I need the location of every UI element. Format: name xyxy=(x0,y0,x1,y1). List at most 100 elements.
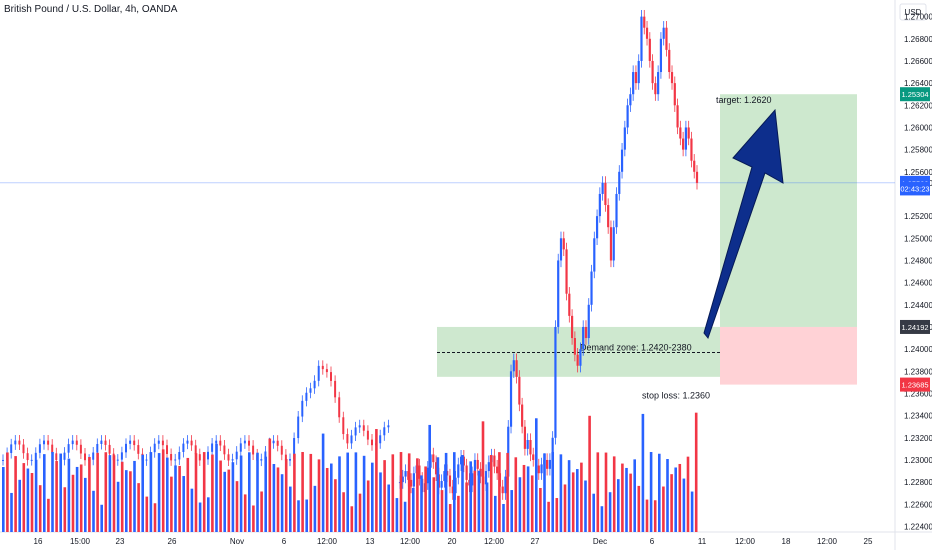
candle-body xyxy=(679,127,682,139)
candle-body xyxy=(190,440,193,446)
candle-body xyxy=(509,371,513,427)
volume-bar xyxy=(551,452,554,532)
candle-body xyxy=(18,440,21,445)
candle-body xyxy=(252,445,255,455)
volume-bar xyxy=(465,482,468,532)
volume-bar xyxy=(567,460,571,532)
volume-bar xyxy=(666,459,669,532)
candle-body xyxy=(243,440,246,444)
y-tick-label: 1.26800 xyxy=(904,35,932,44)
y-tick-label: 1.23200 xyxy=(904,434,932,443)
volume-bar xyxy=(301,452,304,532)
candle-body xyxy=(379,435,382,444)
x-tick-label: 27 xyxy=(531,537,540,546)
candle-body xyxy=(640,16,643,61)
candle-body xyxy=(557,260,560,327)
x-tick-label: Dec xyxy=(593,537,607,546)
volume-bar xyxy=(198,502,202,532)
price-tag xyxy=(900,319,930,334)
candle-body xyxy=(120,452,123,460)
volume-bar xyxy=(436,457,440,532)
candle-body xyxy=(637,60,640,84)
volume-bar xyxy=(284,458,288,532)
volume-bar xyxy=(604,452,608,532)
x-tick-label: Nov xyxy=(230,537,244,546)
volume-bar xyxy=(416,458,419,532)
volume-bar xyxy=(227,469,231,532)
volume-bar xyxy=(518,477,522,532)
volume-bar xyxy=(10,492,13,532)
candle-body xyxy=(676,105,679,128)
candle-body xyxy=(496,466,499,474)
candle-body xyxy=(330,372,332,381)
candle-body xyxy=(651,60,654,84)
volume-bar xyxy=(161,449,165,532)
candle-body xyxy=(289,459,291,461)
candle-body xyxy=(629,94,632,106)
price-tag-label: 02:43:23 xyxy=(900,184,929,193)
candle-body xyxy=(272,440,275,444)
volume-bar xyxy=(424,466,427,532)
candle-body xyxy=(231,459,234,461)
candle-body xyxy=(383,427,386,436)
candle-body xyxy=(573,338,576,355)
candle-body xyxy=(342,417,345,435)
volume-bar xyxy=(211,454,214,532)
candle-body xyxy=(137,445,140,454)
volume-bar xyxy=(502,503,505,532)
stop-zone xyxy=(720,326,857,385)
candle-body xyxy=(362,425,365,431)
volume-bar xyxy=(571,472,575,532)
candle-body xyxy=(448,475,452,487)
candle-body xyxy=(157,440,160,444)
candle-body xyxy=(690,138,693,161)
volume-bar xyxy=(252,505,255,532)
volume-bar xyxy=(539,487,542,532)
y-tick-label: 1.25600 xyxy=(904,168,932,177)
x-tick-label: 26 xyxy=(168,537,177,546)
price-tag xyxy=(900,87,930,102)
candle-body xyxy=(693,160,696,172)
volume-bar xyxy=(178,465,181,532)
y-tick-label: 1.24000 xyxy=(904,345,932,354)
candle-body xyxy=(493,455,496,467)
candle-body xyxy=(174,459,177,461)
candle-body xyxy=(623,127,626,150)
candle-body xyxy=(418,465,421,479)
candle-body xyxy=(387,425,390,428)
volume-bar xyxy=(358,493,362,532)
volume-bar xyxy=(354,452,358,532)
candle-body xyxy=(668,49,671,73)
volume-bar xyxy=(149,452,153,532)
candle-body xyxy=(47,440,50,445)
volume-bar xyxy=(379,472,382,532)
y-tick-label: 1.23600 xyxy=(904,389,932,398)
y-tick-label: 1.23000 xyxy=(904,456,932,465)
volume-bar xyxy=(448,504,452,532)
candle-body xyxy=(540,464,543,474)
volume-bar xyxy=(362,455,366,532)
candle-body xyxy=(684,127,687,150)
candle-body xyxy=(598,193,601,217)
volume-bar xyxy=(350,506,354,532)
candle-body xyxy=(211,443,214,452)
candle-body xyxy=(92,452,95,460)
candle-body xyxy=(471,473,474,486)
x-tick-label: 6 xyxy=(282,537,287,546)
candle-body xyxy=(219,440,222,446)
candle-body xyxy=(248,440,250,446)
candle-body xyxy=(546,459,549,469)
volume-bar xyxy=(580,462,583,532)
volume-bar xyxy=(633,459,636,532)
candle-body xyxy=(570,315,574,339)
candle-body xyxy=(468,479,471,486)
y-tick-label: 1.27000 xyxy=(904,13,932,22)
candle-body xyxy=(523,426,527,449)
volume-bar xyxy=(190,488,194,532)
candle-body xyxy=(338,397,341,418)
volume-bar xyxy=(186,457,190,532)
volume-bar xyxy=(137,483,140,532)
candle-body xyxy=(129,440,132,444)
